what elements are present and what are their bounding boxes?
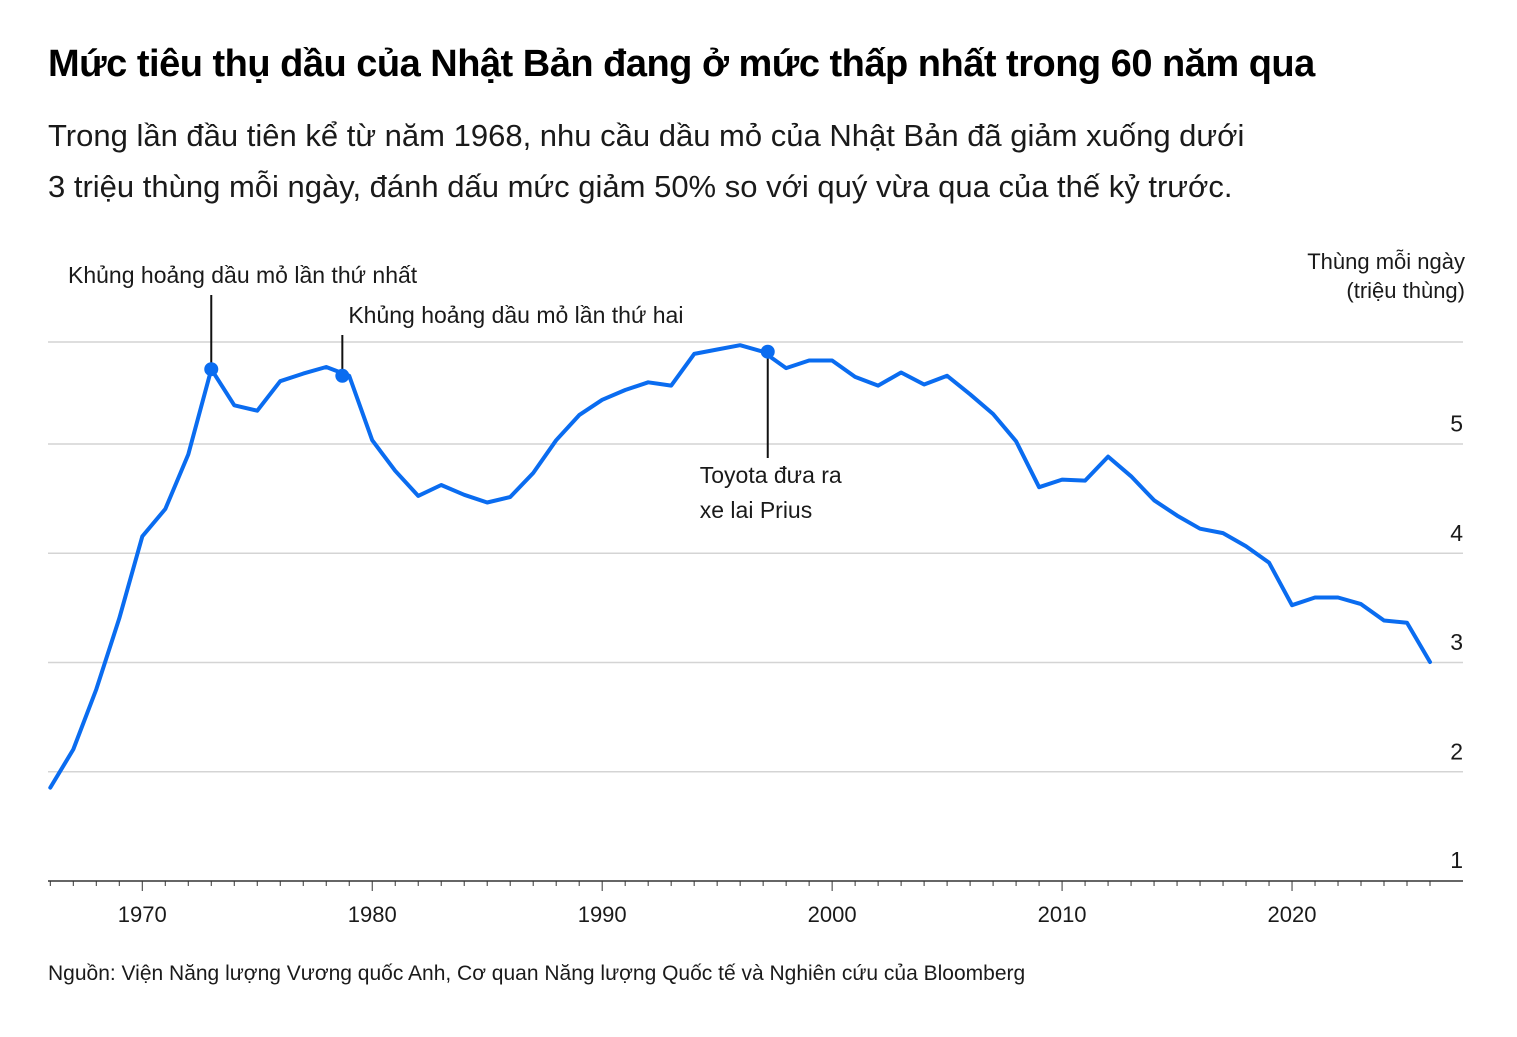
- annotation-label-1: Khủng hoảng dầu mỏ lần thứ nhất: [68, 262, 418, 288]
- annotation-1: Khủng hoảng dầu mỏ lần thứ nhất: [68, 262, 418, 377]
- annotation-2: Khủng hoảng dầu mỏ lần thứ hai: [335, 302, 683, 383]
- y-tick-label-2: 2: [1450, 738, 1463, 764]
- x-axis: 1970 1980 1990 2000 2010 2020: [48, 880, 1463, 927]
- chart-subtitle: Trong lần đầu tiên kể từ năm 1968, nhu c…: [48, 110, 1468, 212]
- y-axis-tick-labels: 1 2 3 4 5: [1450, 411, 1463, 874]
- y-tick-label-3: 3: [1450, 629, 1463, 655]
- annotation-marker-2: [335, 368, 350, 383]
- subtitle-line-2: 3 triệu thùng mỗi ngày, đánh dấu mức giả…: [48, 169, 1233, 204]
- y-axis-label: Thùng mỗi ngày (triệu thùng): [1307, 249, 1465, 303]
- series-lines: [48, 343, 1432, 790]
- annotation-label-2: Khủng hoảng dầu mỏ lần thứ hai: [348, 302, 683, 328]
- annotation-label-3-line-1: Toyota đưa ra: [700, 462, 842, 488]
- y-tick-label-5: 5: [1450, 411, 1463, 437]
- x-tick-label-2010: 2010: [1038, 902, 1087, 927]
- annotation-marker-1: [204, 362, 219, 377]
- x-tick-label-2000: 2000: [808, 902, 857, 927]
- x-tick-label-1980: 1980: [348, 902, 397, 927]
- annotation-label-3-line-2: xe lai Prius: [700, 497, 812, 523]
- annotations: Khủng hoảng dầu mỏ lần thứ nhất Khủng hoả…: [68, 262, 842, 523]
- source-note: Nguồn: Viện Năng lượng Vương quốc Anh, C…: [48, 962, 1026, 985]
- chart-title: Mức tiêu thụ dầu của Nhật Bản đang ở mức…: [48, 43, 1315, 85]
- y-tick-label-4: 4: [1450, 520, 1463, 546]
- x-tick-label-2020: 2020: [1268, 902, 1317, 927]
- y-tick-label-1: 1: [1450, 847, 1463, 873]
- grid-lines: [48, 341, 1463, 773]
- annotation-marker-3: [760, 344, 775, 359]
- subtitle-line-1: Trong lần đầu tiên kể từ năm 1968, nhu c…: [48, 118, 1245, 153]
- y-axis-label-line-2: (triệu thùng): [1346, 278, 1465, 303]
- x-tick-label-1990: 1990: [578, 902, 627, 927]
- series-line-0: [48, 343, 1432, 790]
- y-axis-label-line-1: Thùng mỗi ngày: [1307, 249, 1465, 274]
- annotation-3: Toyota đưa ra xe lai Prius: [700, 344, 842, 523]
- x-tick-label-1970: 1970: [118, 902, 167, 927]
